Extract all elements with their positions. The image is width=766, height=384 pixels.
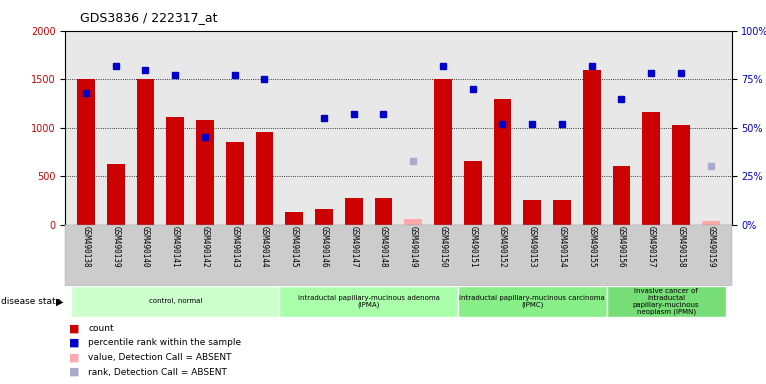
Bar: [613, 167, 630, 225]
Text: GSM490143: GSM490143: [231, 226, 239, 268]
Bar: [672, 125, 690, 225]
Bar: [607, 286, 725, 317]
Bar: [493, 99, 512, 225]
Text: intraductal papillary-mucinous carcinoma
(IPMC): intraductal papillary-mucinous carcinoma…: [460, 295, 605, 308]
Bar: [136, 79, 155, 225]
Bar: [463, 161, 482, 225]
Text: GSM490148: GSM490148: [379, 226, 388, 268]
Text: ■: ■: [69, 323, 80, 333]
Text: GDS3836 / 222317_at: GDS3836 / 222317_at: [80, 12, 218, 25]
Text: ▶: ▶: [56, 296, 64, 306]
Bar: [106, 164, 125, 225]
Text: invasive cancer of
intraductal
papillary-mucinous
neoplasm (IPMN): invasive cancer of intraductal papillary…: [633, 288, 699, 315]
Text: GSM490147: GSM490147: [349, 226, 358, 268]
Text: GSM490149: GSM490149: [409, 226, 417, 268]
Text: GSM490151: GSM490151: [468, 226, 477, 268]
Text: GSM490144: GSM490144: [260, 226, 269, 268]
Bar: [702, 221, 719, 225]
Text: GSM490159: GSM490159: [706, 226, 715, 268]
Bar: [71, 286, 280, 317]
Bar: [523, 200, 541, 225]
Text: GSM490145: GSM490145: [290, 226, 299, 268]
Text: GSM490140: GSM490140: [141, 226, 150, 268]
Text: percentile rank within the sample: percentile rank within the sample: [88, 338, 241, 348]
Text: GSM490150: GSM490150: [438, 226, 447, 268]
Text: intraductal papillary-mucinous adenoma
(IPMA): intraductal papillary-mucinous adenoma (…: [298, 295, 440, 308]
Text: GSM490146: GSM490146: [319, 226, 329, 268]
Text: rank, Detection Call = ABSENT: rank, Detection Call = ABSENT: [88, 367, 227, 377]
Text: GSM490139: GSM490139: [111, 226, 120, 268]
Text: GSM490152: GSM490152: [498, 226, 507, 268]
Bar: [315, 209, 333, 225]
Text: GSM490153: GSM490153: [528, 226, 537, 268]
Bar: [166, 117, 184, 225]
Text: GSM490141: GSM490141: [171, 226, 180, 268]
Bar: [226, 142, 244, 225]
Text: ■: ■: [69, 353, 80, 362]
Bar: [404, 219, 422, 225]
Text: ■: ■: [69, 338, 80, 348]
Text: control, normal: control, normal: [149, 298, 202, 305]
Bar: [642, 112, 660, 225]
Bar: [345, 199, 362, 225]
Text: GSM490156: GSM490156: [617, 226, 626, 268]
Text: disease state: disease state: [1, 297, 61, 306]
Text: GSM490157: GSM490157: [647, 226, 656, 268]
Text: ■: ■: [69, 367, 80, 377]
Text: value, Detection Call = ABSENT: value, Detection Call = ABSENT: [88, 353, 231, 362]
Bar: [280, 286, 458, 317]
Bar: [434, 79, 452, 225]
Bar: [285, 212, 303, 225]
Bar: [458, 286, 607, 317]
Bar: [583, 70, 601, 225]
Text: GSM490138: GSM490138: [81, 226, 90, 268]
Text: GSM490142: GSM490142: [201, 226, 209, 268]
Text: count: count: [88, 324, 113, 333]
Text: GSM490155: GSM490155: [588, 226, 596, 268]
Bar: [196, 120, 214, 225]
Bar: [256, 132, 273, 225]
Text: GSM490158: GSM490158: [676, 226, 686, 268]
Text: GSM490154: GSM490154: [558, 226, 566, 268]
Bar: [553, 200, 571, 225]
Bar: [77, 79, 95, 225]
Bar: [375, 199, 392, 225]
